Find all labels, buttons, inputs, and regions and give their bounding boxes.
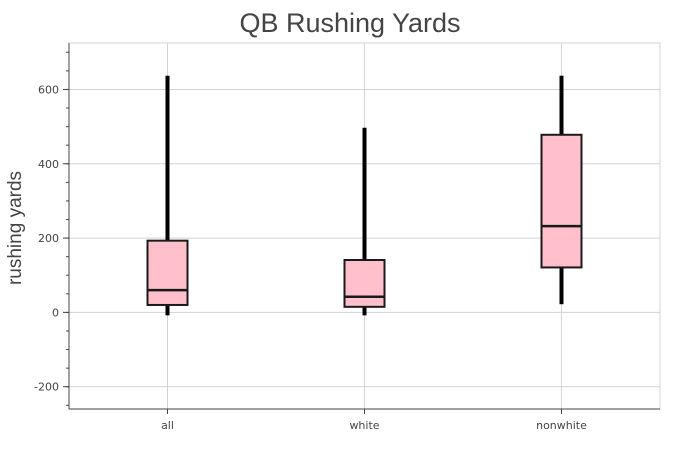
y-tick-label: 0 xyxy=(52,306,59,319)
x-tick-label: nonwhite xyxy=(536,419,587,432)
y-tick-label: -200 xyxy=(34,381,59,394)
box-all xyxy=(146,239,189,306)
box-white xyxy=(343,258,386,308)
x-tick-label: all xyxy=(161,419,174,432)
chart-title: QB Rushing Yards xyxy=(239,8,461,38)
box-nonwhite xyxy=(540,133,583,269)
y-tick-label: 600 xyxy=(38,83,59,96)
x-tick-label: white xyxy=(349,419,379,432)
y-tick-label: 400 xyxy=(38,158,59,171)
y-tick-label: 200 xyxy=(38,232,59,245)
